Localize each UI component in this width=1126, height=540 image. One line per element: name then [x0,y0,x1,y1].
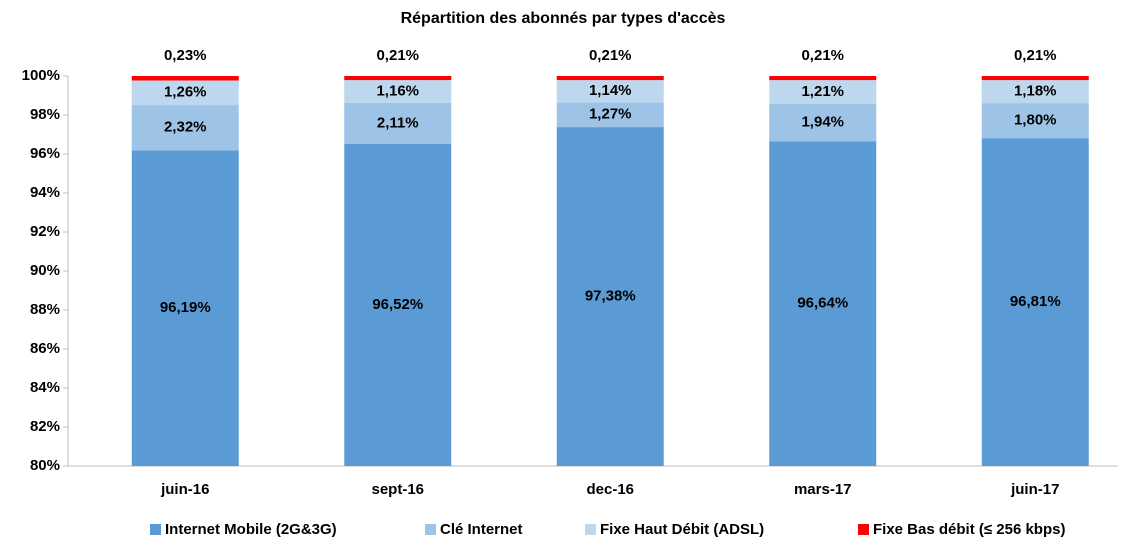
data-label: 1,80% [1014,112,1057,129]
data-label: 0,21% [801,47,844,64]
data-label: 96,52% [372,296,423,313]
y-tick-label: 100% [22,67,60,84]
bar-segment [769,103,877,142]
data-label: 1,26% [164,84,207,101]
x-tick-label: juin-16 [160,481,209,498]
y-tick-label: 92% [30,223,60,240]
x-tick-label: juin-17 [1010,481,1059,498]
bar-segment [344,102,452,144]
data-label: 1,94% [801,114,844,131]
data-label: 1,21% [801,83,844,100]
bar-segment [556,127,664,466]
data-label: 0,21% [376,47,419,64]
legend-swatch [585,524,596,535]
bar-segment [344,80,452,103]
bar-segment [556,76,664,81]
data-label: 96,81% [1010,293,1061,310]
legend-swatch [858,524,869,535]
y-tick-label: 88% [30,301,60,318]
y-tick-label: 86% [30,340,60,357]
y-tick-label: 82% [30,418,60,435]
data-label: 2,32% [164,119,207,136]
data-label: 0,21% [1014,47,1057,64]
data-label: 1,18% [1014,83,1057,100]
bar-segment [131,105,239,151]
bar-segment [981,76,1089,81]
data-label: 1,16% [376,82,419,99]
legend-swatch [150,524,161,535]
bar-segment [556,80,664,103]
bar-segment [131,150,239,467]
x-tick-label: sept-16 [371,481,424,498]
data-label: 0,21% [589,47,632,64]
bar-segment [131,80,239,106]
data-label: 1,27% [589,106,632,123]
legend-label: Clé Internet [440,521,523,538]
legend-label: Fixe Bas débit (≤ 256 kbps) [873,521,1065,538]
bar-segment [344,143,452,467]
y-tick-label: 90% [30,262,60,279]
y-tick-label: 94% [30,184,60,201]
y-tick-label: 80% [30,457,60,474]
y-tick-label: 84% [30,379,60,396]
bar-segment [981,138,1089,466]
legend-label: Internet Mobile (2G&3G) [165,521,337,538]
data-label: 1,14% [589,82,632,99]
bar-segment [769,141,877,466]
y-tick-label: 96% [30,145,60,162]
x-tick-label: dec-16 [586,481,634,498]
data-label: 96,19% [160,299,211,316]
y-tick-label: 98% [30,106,60,123]
x-tick-label: mars-17 [794,481,852,498]
data-label: 2,11% [377,114,419,131]
legend-swatch [425,524,436,535]
bar-segment [769,80,877,104]
legend-label: Fixe Haut Débit (ADSL) [600,521,764,538]
bar-segment [131,76,239,81]
bar-segment [769,76,877,81]
data-label: 0,23% [164,47,207,64]
data-label: 97,38% [585,288,636,305]
bar-segment [981,80,1089,104]
bar-segment [556,102,664,128]
chart-title: Répartition des abonnés par types d'accè… [401,10,726,27]
bar-segment [344,76,452,81]
bar-segment [981,103,1089,139]
data-label: 96,64% [797,295,848,312]
